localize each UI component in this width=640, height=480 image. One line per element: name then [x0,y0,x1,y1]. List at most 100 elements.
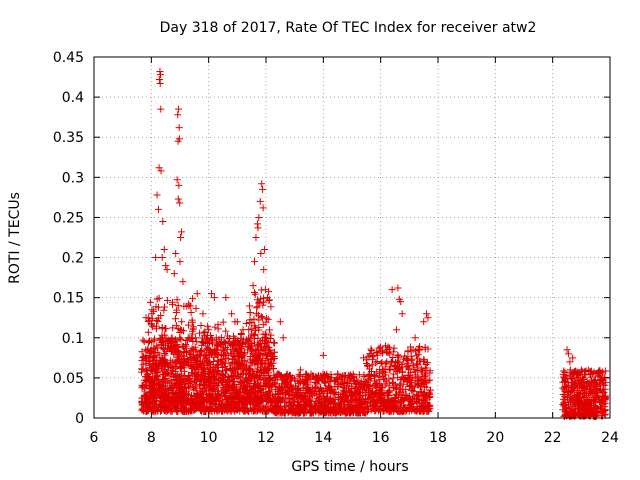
data-point [602,367,610,375]
data-point [577,366,585,374]
data-point [150,366,158,374]
data-point [197,348,205,356]
data-point [174,380,182,388]
data-point [191,377,199,385]
data-point [559,384,567,392]
data-point [157,71,165,79]
y-tick-label: 0.25 [53,210,84,226]
data-point [162,325,170,333]
data-point [156,381,164,389]
data-point [575,404,583,412]
data-point [258,180,266,188]
data-point [378,398,386,406]
y-tick-label: 0 [75,411,84,427]
data-point [157,105,165,113]
data-point [373,358,381,365]
data-point [213,361,221,369]
data-point [144,328,152,336]
data-point [168,342,176,350]
data-point [263,339,271,347]
data-point [256,363,264,371]
data-point [185,371,193,379]
data-point [322,404,330,412]
data-point [266,360,274,368]
data-point [327,383,335,391]
data-point [193,372,201,380]
data-point [566,358,574,366]
data-point [172,322,180,330]
data-point [177,228,185,236]
data-point [317,384,325,392]
data-point [197,362,205,370]
data-point [271,380,279,388]
data-point [388,286,396,294]
y-tick-label: 0.15 [53,291,84,307]
data-point [153,344,161,352]
data-point [424,314,432,322]
data-point [418,381,426,389]
data-point [201,407,209,415]
data-point [374,351,382,359]
data-point [263,398,271,406]
data-point [376,405,384,413]
data-point [258,395,266,403]
data-point [252,402,260,410]
data-point [259,185,267,193]
data-point [405,364,413,372]
data-point [224,355,232,363]
data-point [256,354,264,362]
data-point [246,344,254,352]
data-point [160,394,168,402]
data-point [308,386,316,394]
data-point [569,354,577,362]
data-point [210,294,218,302]
y-tick-label: 0.45 [53,50,84,66]
data-point [261,246,269,254]
data-point [252,234,260,241]
data-point [286,395,294,403]
data-point [255,323,263,331]
x-axis-title: GPS time / hours [291,459,408,475]
data-point [142,359,150,367]
data-point [230,339,238,347]
data-point [174,389,182,397]
data-point [259,204,267,212]
data-point [311,400,319,408]
data-point [349,406,357,414]
data-point [253,303,261,311]
data-point [257,406,265,414]
data-point [342,409,350,417]
data-point [149,382,157,390]
data-point [203,387,211,395]
data-point [593,405,601,413]
data-point [197,321,205,329]
data-point [149,374,157,382]
data-point [207,360,215,368]
data-point [598,408,606,416]
data-point [315,394,323,402]
data-point [219,358,227,366]
data-point [421,343,429,351]
data-point [304,381,312,389]
data-point [246,366,254,374]
data-point [419,357,427,365]
data-point [203,358,211,366]
x-tick-label: 10 [200,430,218,446]
data-point [293,389,301,397]
data-point [218,397,226,405]
data-point [303,371,311,379]
data-point [578,399,586,407]
data-point [376,366,384,374]
data-point [323,403,331,411]
data-point [373,348,381,356]
data-point [155,385,163,393]
data-point [284,409,292,417]
data-point [229,383,237,391]
data-point [256,197,264,205]
data-point [401,395,409,403]
data-point [173,347,181,355]
data-point [303,401,311,409]
data-point [416,402,424,410]
data-point [145,338,153,346]
data-point [411,334,419,342]
